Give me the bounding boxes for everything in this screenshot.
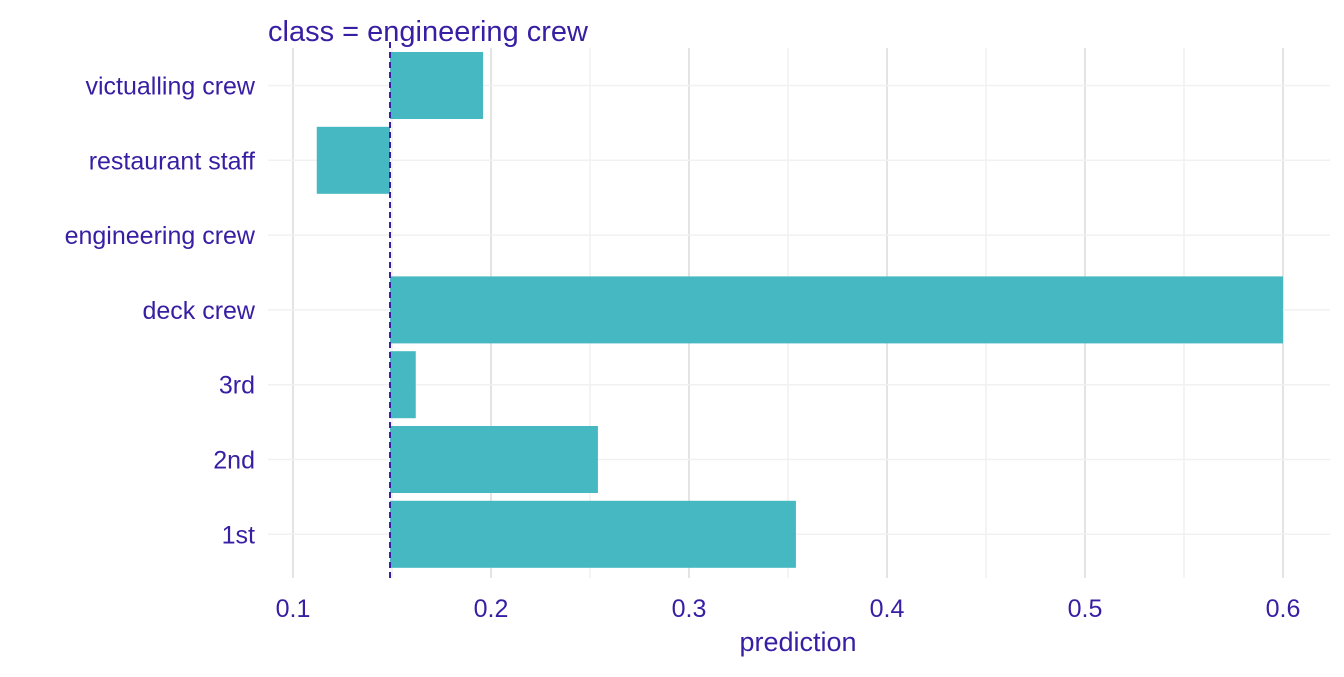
- bar-deck-crew: [390, 276, 1283, 344]
- y-tick-label: victualling crew: [85, 73, 255, 101]
- bar-3rd: [390, 351, 416, 419]
- y-tick-label: 1st: [222, 521, 255, 549]
- x-tick-label: 0.2: [474, 595, 509, 623]
- y-tick-label: deck crew: [142, 297, 255, 325]
- bar-2nd: [390, 426, 598, 493]
- y-tick-label: 2nd: [213, 447, 255, 475]
- x-tick-label: 0.3: [672, 595, 707, 623]
- y-tick-label: 3rd: [219, 372, 255, 400]
- x-tick-label: 0.4: [870, 595, 905, 623]
- x-tick-label: 0.5: [1068, 595, 1103, 623]
- x-axis-title: prediction: [739, 627, 856, 657]
- y-tick-label: engineering crew: [65, 222, 256, 250]
- chart-title: class = engineering crew: [268, 16, 589, 48]
- y-tick-label: restaurant staff: [89, 147, 255, 175]
- bar-1st: [390, 500, 796, 568]
- bars: [316, 52, 1283, 568]
- axis-labels: victualling crew restaurant staff engineer…: [65, 73, 1301, 624]
- x-tick-label: 0.6: [1266, 595, 1301, 623]
- x-tick-label: 0.1: [276, 595, 311, 623]
- bar-restaurant-staff: [316, 126, 391, 194]
- bar-victualling-crew: [390, 52, 484, 119]
